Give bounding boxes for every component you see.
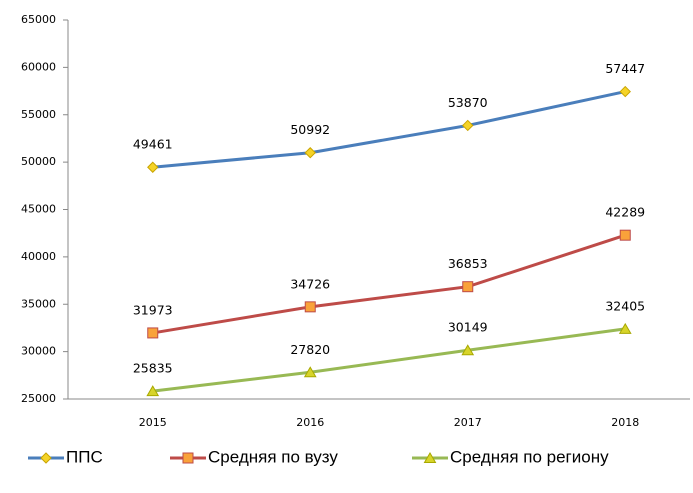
marker [423, 452, 437, 463]
marker [462, 281, 474, 293]
data-label: 30149 [448, 320, 488, 335]
data-label: 32405 [605, 298, 645, 313]
marker [303, 366, 317, 378]
series-line [152, 90, 626, 169]
legend-label: ППС [66, 447, 103, 466]
x-tick-label: 2018 [611, 416, 639, 429]
y-tick-label: 60000 [21, 60, 56, 73]
y-tick-label: 50000 [21, 155, 56, 168]
data-label: 42289 [605, 205, 645, 220]
y-tick-label: 65000 [21, 13, 56, 26]
data-label: 57447 [605, 61, 645, 76]
data-label: 50992 [290, 122, 330, 137]
marker [461, 344, 475, 356]
data-label: 53870 [448, 95, 488, 110]
y-tick-label: 40000 [21, 250, 56, 263]
y-tick-label: 25000 [21, 392, 56, 405]
marker [619, 229, 631, 241]
marker [147, 161, 159, 173]
marker [304, 147, 316, 159]
marker [147, 327, 159, 339]
series-line [152, 233, 626, 335]
marker [618, 322, 632, 334]
legend-label: Средняя по вузу [208, 447, 338, 466]
marker [304, 301, 316, 313]
x-tick-label: 2017 [454, 416, 482, 429]
y-tick-label: 45000 [21, 203, 56, 216]
data-label: 34726 [290, 276, 330, 291]
marker [462, 119, 474, 132]
data-label: 36853 [448, 256, 488, 271]
marker [619, 85, 631, 98]
marker [40, 452, 52, 464]
data-label: 49461 [133, 137, 173, 152]
marker [146, 385, 160, 397]
data-label: 27820 [290, 342, 330, 357]
y-tick-label: 30000 [21, 345, 56, 358]
y-tick-label: 55000 [21, 108, 56, 121]
x-tick-label: 2016 [296, 416, 324, 429]
series-line [152, 327, 626, 393]
x-tick-label: 2015 [139, 416, 167, 429]
y-tick-label: 35000 [21, 297, 56, 310]
marker [182, 452, 194, 464]
data-label: 25835 [133, 361, 173, 376]
legend-label: Средняя по региону [450, 447, 609, 466]
data-label: 31973 [133, 302, 173, 317]
